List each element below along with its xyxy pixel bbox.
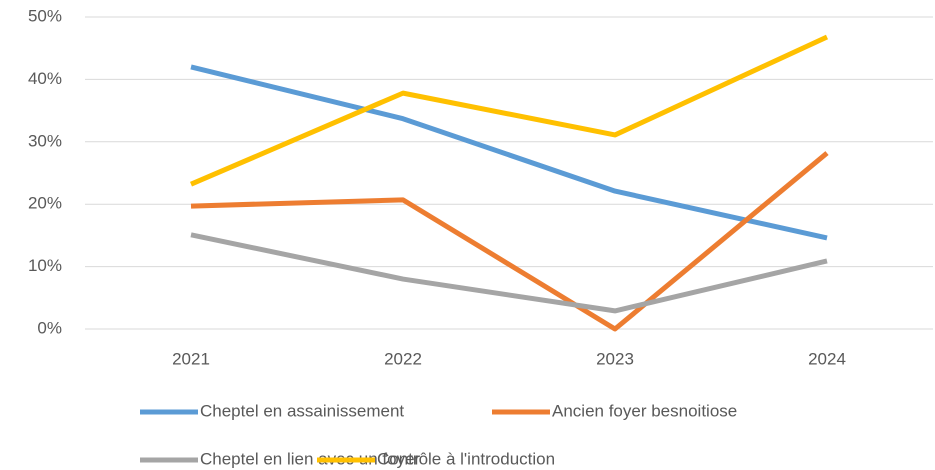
line-series <box>190 151 829 332</box>
y-tick-label: 10% <box>28 256 62 275</box>
legend-label: Cheptel en lien avec un foyer <box>200 449 421 468</box>
line-series <box>190 232 828 314</box>
y-tick-label: 0% <box>37 318 62 337</box>
line-series <box>190 34 829 187</box>
y-tick-label: 40% <box>28 69 62 88</box>
y-tick-label: 50% <box>28 6 62 25</box>
y-tick-label: 30% <box>28 131 62 150</box>
x-tick-label: 2022 <box>384 349 422 368</box>
x-tick-label: 2023 <box>596 349 634 368</box>
legend-label: Contrôle à l'introduction <box>377 449 555 468</box>
x-tick-label: 2024 <box>808 349 846 368</box>
legend-label: Cheptel en assainissement <box>200 401 404 420</box>
y-tick-label: 20% <box>28 194 62 213</box>
line-series <box>190 64 828 241</box>
legend-label: Ancien foyer besnoitiose <box>552 401 737 420</box>
x-tick-label: 2021 <box>172 349 210 368</box>
